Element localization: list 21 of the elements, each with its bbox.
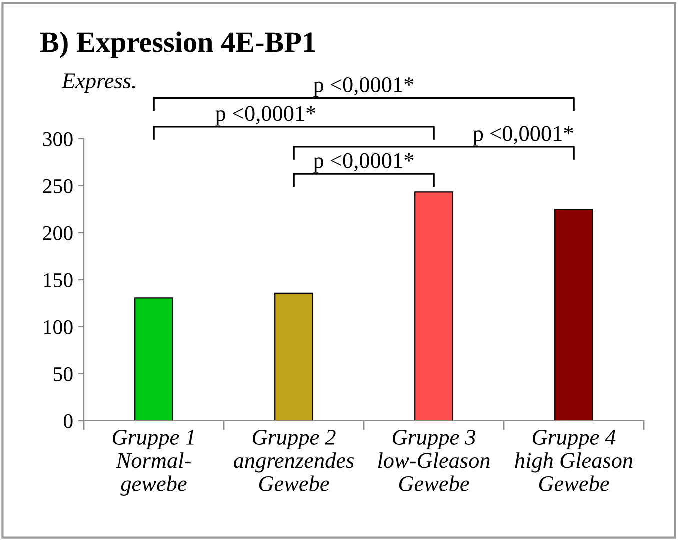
y-tick-label: 200: [43, 226, 73, 240]
y-axis-title: Express.: [62, 74, 136, 94]
chart-title: B) Expression 4E-BP1: [40, 32, 316, 58]
annotation: p <0,0001*: [314, 153, 414, 173]
y-tick-label: 100: [44, 320, 73, 334]
y-tick-label: 150: [44, 273, 73, 288]
y-tick-label: 50: [54, 367, 73, 382]
x-tick-label: Gruppe 1 Normal- gewebe: [112, 430, 194, 496]
y-tick-label: 0: [64, 414, 73, 428]
y-tick-label: 300: [43, 132, 73, 146]
bar: [274, 292, 314, 421]
x-tick-label: Gruppe 2 angrenzendes Gewebe: [234, 430, 354, 492]
y-tick-label: 250: [43, 179, 73, 194]
x-tick-label: Gruppe 4 high Gleason Gewebe: [515, 430, 633, 492]
x-tick-label: Gruppe 3 low-Gleason Gewebe: [378, 430, 490, 492]
text: p <0,0001*: [216, 106, 316, 126]
bar: [554, 208, 594, 421]
annotation: p <0,0001*: [473, 126, 574, 146]
bar: [414, 192, 454, 421]
bar: [134, 298, 174, 421]
text: p <0,0001*: [314, 77, 414, 97]
